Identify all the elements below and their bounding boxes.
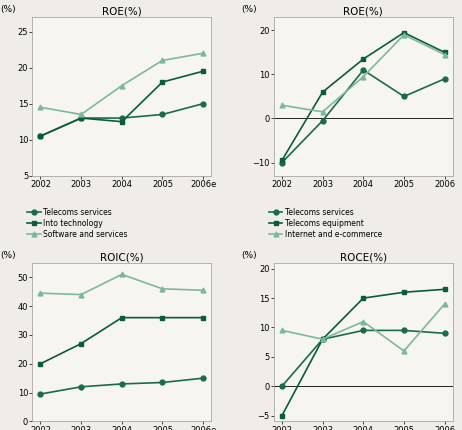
Into technology: [119, 119, 125, 124]
Text: (%): (%): [242, 251, 257, 260]
Telecoms equipment: [320, 89, 325, 95]
Line: Telecoms equipment: Telecoms equipment: [280, 287, 447, 418]
Legend: Telecoms services, Telecoms equipment, Internet and e-commerce: Telecoms services, Telecoms equipment, I…: [269, 208, 382, 239]
Into technology: [38, 133, 43, 138]
Line: Telecoms services: Telecoms services: [280, 328, 447, 389]
Telecoms services: [160, 112, 165, 117]
Software and services: [38, 104, 43, 110]
Internet and e-commerce: [279, 103, 285, 108]
Internet and e-commerce: [360, 319, 366, 324]
Into technology: [201, 69, 206, 74]
Line: Telecoms services: Telecoms services: [38, 101, 206, 138]
Line: Telecoms services: Telecoms services: [280, 68, 447, 165]
Line: Informaition technology: Informaition technology: [38, 315, 206, 366]
Informaition technology: [79, 341, 84, 346]
Telecoms equipment: [442, 287, 447, 292]
Informaition technology: [201, 315, 206, 320]
Internet and e-commerce: [360, 74, 366, 79]
Line: Telecoms equipment: Telecoms equipment: [280, 30, 447, 163]
Telecoms services: [442, 76, 447, 81]
Software and services: [79, 112, 84, 117]
Telecoms services: [279, 384, 285, 389]
Title: ROE(%): ROE(%): [102, 6, 142, 16]
Text: (%): (%): [0, 251, 16, 260]
Software and services: [79, 292, 84, 297]
Telecoms services: [79, 116, 84, 121]
Telecoms services: [119, 381, 125, 387]
Telecoms equipment: [360, 295, 366, 301]
Software and services: [119, 83, 125, 88]
Internet and e-commerce: [320, 109, 325, 114]
Informaition technology: [160, 315, 165, 320]
Title: ROIC(%): ROIC(%): [100, 252, 144, 262]
Telecoms services: [442, 331, 447, 336]
Line: Internet and e-commerce: Internet and e-commerce: [280, 301, 447, 353]
Legend: Telecoms services, Into technology, Software and services: Telecoms services, Into technology, Soft…: [27, 208, 128, 239]
Text: (%): (%): [242, 5, 257, 14]
Telecoms services: [360, 328, 366, 333]
Software and services: [160, 58, 165, 63]
Telecoms services: [119, 116, 125, 121]
Software and services: [38, 291, 43, 296]
Telecoms services: [160, 380, 165, 385]
Telecoms services: [38, 391, 43, 396]
Informaition technology: [38, 361, 43, 366]
Telecoms services: [79, 384, 84, 390]
Telecoms services: [38, 133, 43, 138]
Title: ROE(%): ROE(%): [343, 6, 383, 16]
Title: ROCE(%): ROCE(%): [340, 252, 387, 262]
Telecoms equipment: [401, 290, 407, 295]
Telecoms equipment: [320, 337, 325, 342]
Internet and e-commerce: [442, 52, 447, 57]
Software and services: [201, 51, 206, 56]
Line: Into technology: Into technology: [38, 69, 206, 138]
Informaition technology: [119, 315, 125, 320]
Telecoms services: [279, 160, 285, 165]
Internet and e-commerce: [279, 328, 285, 333]
Telecoms services: [201, 375, 206, 381]
Internet and e-commerce: [320, 337, 325, 342]
Into technology: [160, 80, 165, 85]
Telecoms equipment: [360, 56, 366, 61]
Line: Telecoms services: Telecoms services: [38, 376, 206, 396]
Internet and e-commerce: [401, 32, 407, 37]
Telecoms services: [401, 328, 407, 333]
Telecoms services: [360, 68, 366, 73]
Software and services: [119, 272, 125, 277]
Text: (%): (%): [0, 5, 16, 14]
Internet and e-commerce: [442, 301, 447, 307]
Software and services: [201, 288, 206, 293]
Line: Software and services: Software and services: [38, 272, 206, 297]
Telecoms services: [201, 101, 206, 106]
Into technology: [79, 116, 84, 121]
Internet and e-commerce: [401, 348, 407, 353]
Telecoms equipment: [401, 30, 407, 35]
Line: Software and services: Software and services: [38, 51, 206, 117]
Telecoms equipment: [279, 158, 285, 163]
Line: Internet and e-commerce: Internet and e-commerce: [280, 32, 447, 114]
Telecoms equipment: [442, 50, 447, 55]
Telecoms services: [320, 118, 325, 123]
Telecoms services: [401, 94, 407, 99]
Telecoms services: [320, 337, 325, 342]
Software and services: [160, 286, 165, 292]
Telecoms equipment: [279, 413, 285, 418]
